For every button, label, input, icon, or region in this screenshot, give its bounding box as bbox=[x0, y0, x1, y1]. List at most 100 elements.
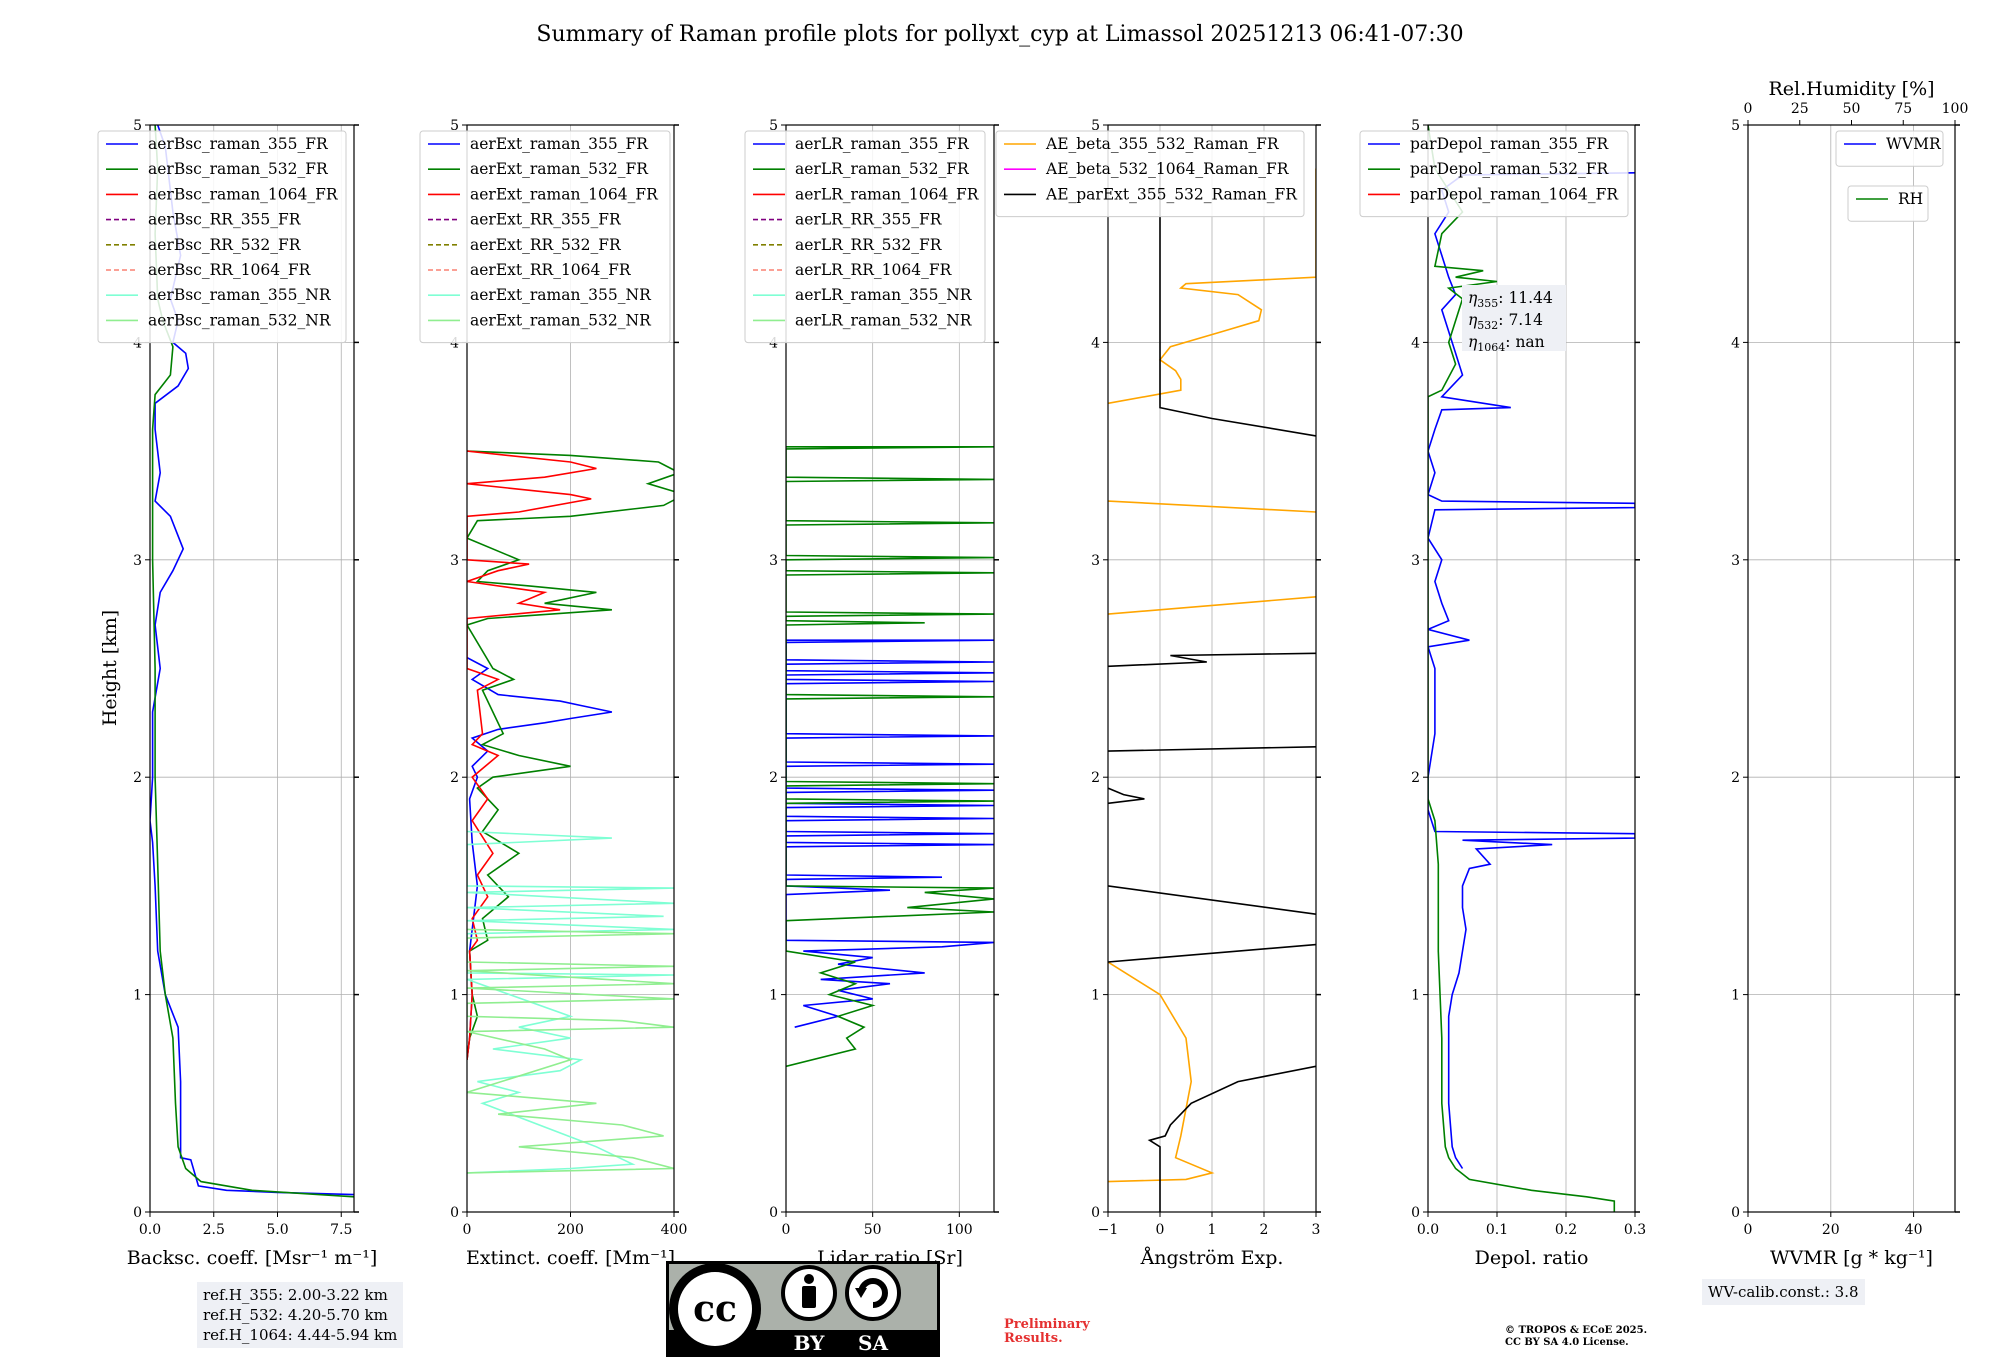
eta-annotation-line: η532: 7.14 bbox=[1468, 311, 1543, 332]
y-tick-label: 3 bbox=[1091, 553, 1100, 569]
legend-entry: aerLR_RR_532_FR bbox=[795, 236, 943, 254]
legend-box bbox=[1847, 185, 1929, 222]
legend-entry: aerExt_RR_532_FR bbox=[470, 236, 622, 254]
legend-entry: aerBsc_RR_532_FR bbox=[148, 236, 302, 254]
sa-label: SA bbox=[858, 1331, 888, 1355]
legend-entry: aerBsc_raman_355_NR bbox=[148, 286, 332, 304]
x-tick-label: −1 bbox=[1098, 1222, 1119, 1238]
top-x-tick-label: 50 bbox=[1843, 101, 1861, 117]
y-tick-label: 3 bbox=[450, 553, 459, 569]
y-tick-label: 1 bbox=[769, 988, 778, 1004]
y-axis-label: Height [km] bbox=[99, 610, 121, 726]
series-line-AE_beta_355_532_Raman_FR_c bbox=[1108, 596, 1316, 615]
legend-entry: aerLR_RR_355_FR bbox=[795, 211, 943, 229]
x-axis-label: Backsc. coeff. [Msr⁻¹ m⁻¹] bbox=[127, 1247, 378, 1269]
ref-height-1064: ref.H_1064: 4.44-5.94 km bbox=[203, 1326, 398, 1344]
eta-annotation-box bbox=[1462, 285, 1566, 351]
top-x-axis-label: Rel.Humidity [%] bbox=[1768, 78, 1934, 100]
axes-frame bbox=[1747, 124, 1956, 1213]
x-tick-label: 50 bbox=[864, 1222, 882, 1238]
legend-entry: aerBsc_raman_1064_FR bbox=[148, 185, 339, 203]
y-tick-label: 2 bbox=[1731, 770, 1740, 786]
by-icon-body bbox=[802, 1286, 816, 1308]
x-tick-label: 0.0 bbox=[1417, 1222, 1439, 1238]
y-tick-label: 3 bbox=[1731, 553, 1740, 569]
legend-entry: aerExt_raman_1064_FR bbox=[470, 185, 659, 203]
x-tick-label: 2.5 bbox=[203, 1222, 225, 1238]
legend-entry: AE_parExt_355_532_Raman_FR bbox=[1045, 185, 1298, 203]
legend-entry: aerLR_raman_1064_FR bbox=[795, 185, 980, 203]
panel-ext: 0 1 2 3 4 5 0 200 400 Extinct. coeff. [Mm⁻¹] aerEx… bbox=[419, 118, 687, 1269]
legend-entry: WVMR bbox=[1886, 135, 1942, 153]
y-tick-label: 2 bbox=[769, 770, 778, 786]
y-tick-label: 1 bbox=[133, 988, 142, 1004]
x-tick-label: 0.2 bbox=[1555, 1222, 1577, 1238]
y-tick-label: 5 bbox=[1731, 118, 1740, 134]
y-tick-label: 4 bbox=[133, 335, 142, 351]
copyright-line-1: © TROPOS & ECoE 2025. bbox=[1505, 1325, 1648, 1336]
y-tick-label: 3 bbox=[133, 553, 142, 569]
x-tick-label: 5.0 bbox=[266, 1222, 288, 1238]
x-tick-label: 0.0 bbox=[139, 1222, 161, 1238]
legend-box bbox=[419, 130, 671, 344]
x-axis-label: WVMR [g * kg⁻¹] bbox=[1770, 1247, 1933, 1269]
y-tick-label: 2 bbox=[133, 770, 142, 786]
legend-entry: aerLR_raman_532_NR bbox=[795, 311, 973, 329]
copyright-line-2: CC BY SA 4.0 License. bbox=[1505, 1337, 1629, 1348]
eta-symbol: η bbox=[1468, 333, 1478, 351]
legend-entry: aerLR_RR_1064_FR bbox=[795, 261, 953, 279]
x-tick-label: 0.1 bbox=[1486, 1222, 1508, 1238]
legend-entry: aerBsc_raman_355_FR bbox=[148, 135, 329, 153]
eta-subscript: 532 bbox=[1477, 319, 1498, 332]
x-axis-label: Extinct. coeff. [Mm⁻¹] bbox=[466, 1247, 675, 1269]
axes-frame bbox=[785, 124, 995, 1213]
series-line-aerExt_raman_355_FR bbox=[467, 656, 613, 1060]
legend-entry: aerLR_raman_532_FR bbox=[795, 160, 970, 178]
preliminary-line-2: Results. bbox=[1004, 1331, 1063, 1346]
series-line-aerLR_raman_355_FR bbox=[786, 639, 994, 1028]
x-tick-label: 3 bbox=[1312, 1222, 1321, 1238]
y-tick-label: 1 bbox=[1091, 988, 1100, 1004]
top-x-tick-label: 0 bbox=[1744, 101, 1753, 117]
wv-calib-box: WV-calib.const.: 3.8 bbox=[1702, 1279, 1865, 1305]
eta-subscript: 355 bbox=[1477, 297, 1498, 310]
eta-symbol: η bbox=[1468, 311, 1478, 329]
legend-entry: aerBsc_RR_355_FR bbox=[148, 211, 302, 229]
y-tick-label: 2 bbox=[450, 770, 459, 786]
x-tick-label: 20 bbox=[1822, 1222, 1840, 1238]
sa-icon bbox=[845, 1265, 901, 1321]
x-tick-label: 0 bbox=[463, 1222, 472, 1238]
legend-entry: aerExt_raman_355_FR bbox=[470, 135, 649, 153]
series-line-parDepol_raman_532_FR bbox=[1428, 125, 1616, 1212]
x-tick-label: 2 bbox=[1260, 1222, 1269, 1238]
legend-box bbox=[744, 130, 986, 344]
eta-value: : nan bbox=[1505, 333, 1544, 351]
panel-bsc: 0 1 2 3 4 5 0.0 2.5 5.0 7.5 Backsc. coeff. [Msr⁻¹ … bbox=[97, 118, 378, 1269]
x-tick-label: 0 bbox=[782, 1222, 791, 1238]
ref-height-box: ref.H_355: 2.00-3.22 km ref.H_532: 4.20-… bbox=[197, 1282, 404, 1348]
series-line-AE_parExt_355_532_Raman_FR bbox=[1159, 168, 1316, 437]
legend-box bbox=[995, 130, 1305, 218]
y-tick-label: 1 bbox=[450, 988, 459, 1004]
x-tick-label: 1 bbox=[1208, 1222, 1217, 1238]
x-tick-label: 0 bbox=[1744, 1222, 1753, 1238]
y-tick-label: 0 bbox=[769, 1205, 778, 1221]
cc-logo-text: cc bbox=[693, 1288, 737, 1330]
x-axis-label: Ångström Exp. bbox=[1140, 1247, 1284, 1269]
y-tick-label: 5 bbox=[769, 118, 778, 134]
legend-entry: aerBsc_raman_532_NR bbox=[148, 311, 332, 329]
x-tick-label: 0.3 bbox=[1624, 1222, 1646, 1238]
legend-entry: parDepol_raman_355_FR bbox=[1410, 135, 1610, 153]
by-label: BY bbox=[794, 1331, 826, 1355]
y-tick-label: 4 bbox=[769, 335, 778, 351]
y-tick-label: 4 bbox=[1091, 335, 1100, 351]
x-tick-label: 200 bbox=[557, 1222, 584, 1238]
series-line-AE_parExt_355_532_Raman_FR_d bbox=[1108, 787, 1145, 805]
eta-annotation-line: η1064: nan bbox=[1468, 333, 1545, 354]
axes-frame bbox=[149, 124, 355, 1213]
series-line-AE_parExt_355_532_Raman_FR_f bbox=[1108, 943, 1316, 963]
legend-entry: aerExt_raman_532_FR bbox=[470, 160, 649, 178]
